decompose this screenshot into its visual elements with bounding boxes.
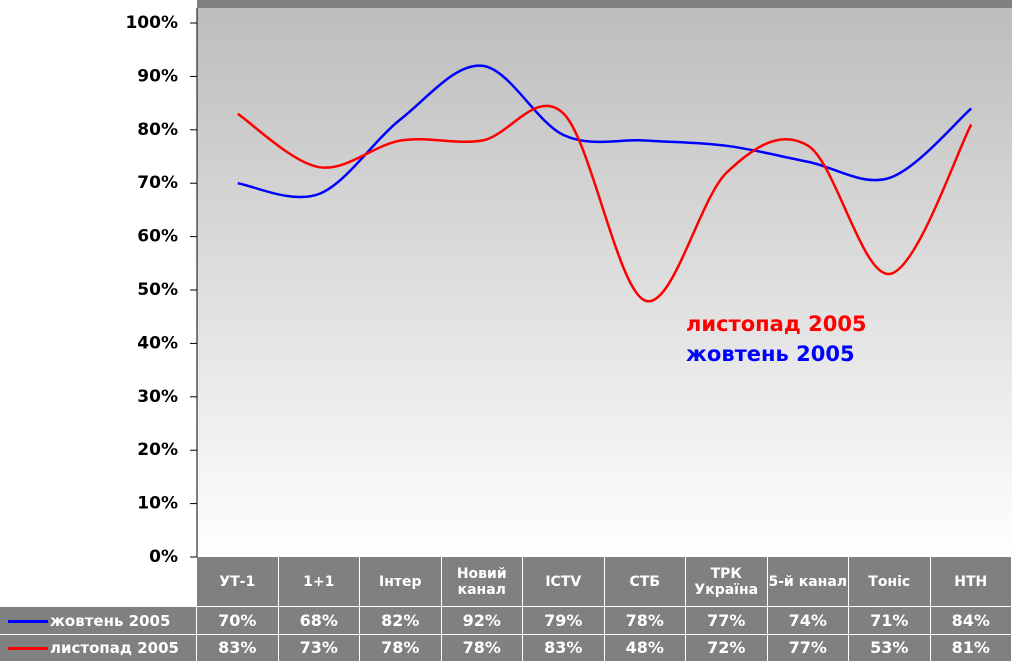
plot-area (197, 8, 1012, 557)
value-label-text: 78% (381, 638, 420, 657)
value-label-text: 68% (299, 610, 338, 630)
y-tick-label: 30% (137, 387, 178, 407)
value-label-text: 79% (544, 610, 583, 630)
x-tick-label: 5-й канал (767, 557, 849, 607)
x-tick-label: Інтер (360, 557, 442, 607)
x-tick-label: 1+1 (278, 557, 360, 607)
x-tick-label-text: 1+1 (303, 573, 335, 590)
x-tick-label: СТБ (604, 557, 686, 607)
x-tick-label: Новий канал (441, 557, 523, 607)
value-label-text: 73% (299, 638, 338, 657)
y-tick-label: 40% (137, 333, 178, 353)
value-label-text: 92% (462, 610, 501, 630)
x-tick-label: Тоніс (849, 557, 931, 607)
value-label: 70% (197, 607, 279, 635)
series-line (237, 64, 973, 199)
value-label-text: 83% (544, 638, 583, 657)
legend-swatch (8, 619, 48, 623)
value-label: 71% (849, 607, 931, 635)
value-label: 81% (930, 635, 1012, 662)
y-tick-label: 100% (125, 13, 178, 33)
x-tick-label: УТ-1 (197, 557, 279, 607)
legend-entry-text: листопад 2005 (50, 639, 179, 657)
value-label-text: 78% (625, 610, 664, 630)
y-tick-label: 70% (137, 173, 178, 193)
y-tick-label: 20% (137, 440, 178, 460)
value-label-text: 48% (625, 638, 664, 657)
x-tick-label-text: Новий канал (456, 565, 507, 598)
value-label-text: 72% (707, 638, 746, 657)
value-label: 78% (360, 635, 442, 662)
annotation: листопад 2005 (686, 312, 867, 336)
value-label-text: 71% (870, 610, 909, 630)
x-tick-label-text: СТБ (629, 573, 661, 590)
value-label-text: 53% (870, 638, 909, 657)
legend-entry: жовтень 2005 (0, 607, 197, 635)
value-label: 77% (686, 607, 768, 635)
x-tick-label-text: ТРК Україна (694, 565, 759, 598)
value-label: 72% (686, 635, 768, 662)
value-label: 78% (441, 635, 523, 662)
y-tick-label: 80% (137, 120, 178, 140)
y-tick-label: 90% (137, 66, 178, 86)
value-label: 92% (441, 607, 523, 635)
x-tick-label-text: ICTV (545, 573, 582, 590)
value-label-text: 74% (788, 610, 827, 630)
y-tick-label: 50% (137, 280, 178, 300)
value-label-text: 82% (381, 610, 420, 630)
value-label: 78% (604, 607, 686, 635)
value-label: 68% (278, 607, 360, 635)
value-label-text: 81% (951, 638, 990, 657)
x-tick-label-text: УТ-1 (219, 573, 256, 590)
y-tick-label: 60% (137, 227, 178, 247)
x-tick-label: ICTV (523, 557, 605, 607)
value-label: 48% (604, 635, 686, 662)
legend-entry: листопад 2005 (0, 635, 197, 662)
legend-entry-text: жовтень 2005 (50, 611, 171, 630)
x-tick-label-text: Тоніс (868, 573, 911, 590)
value-label: 53% (849, 635, 931, 662)
x-tick-label: НТН (930, 557, 1012, 607)
value-label: 84% (930, 607, 1012, 635)
value-label: 79% (523, 607, 605, 635)
value-label: 74% (767, 607, 849, 635)
x-tick-label: ТРК Україна (686, 557, 768, 607)
series-line (237, 104, 973, 303)
x-tick-label-text: 5-й канал (768, 573, 848, 590)
y-tick-label: 10% (137, 494, 178, 514)
x-tick-label-text: НТН (954, 573, 988, 590)
value-label-text: 78% (462, 638, 501, 657)
x-tick-label-text: Інтер (378, 573, 422, 590)
annotation: жовтень 2005 (686, 342, 855, 366)
value-label-text: 77% (707, 610, 746, 630)
top-band (197, 0, 1012, 8)
value-label: 83% (197, 635, 279, 662)
legend-swatch (8, 647, 48, 650)
value-label-text: 70% (218, 610, 257, 630)
value-label-text: 77% (788, 638, 827, 657)
value-label: 73% (278, 635, 360, 662)
value-label-text: 84% (951, 610, 990, 630)
y-tick-label: 0% (149, 547, 178, 567)
value-label: 82% (360, 607, 442, 635)
value-label: 83% (523, 635, 605, 662)
value-label-text: 83% (218, 638, 257, 657)
value-label: 77% (767, 635, 849, 662)
